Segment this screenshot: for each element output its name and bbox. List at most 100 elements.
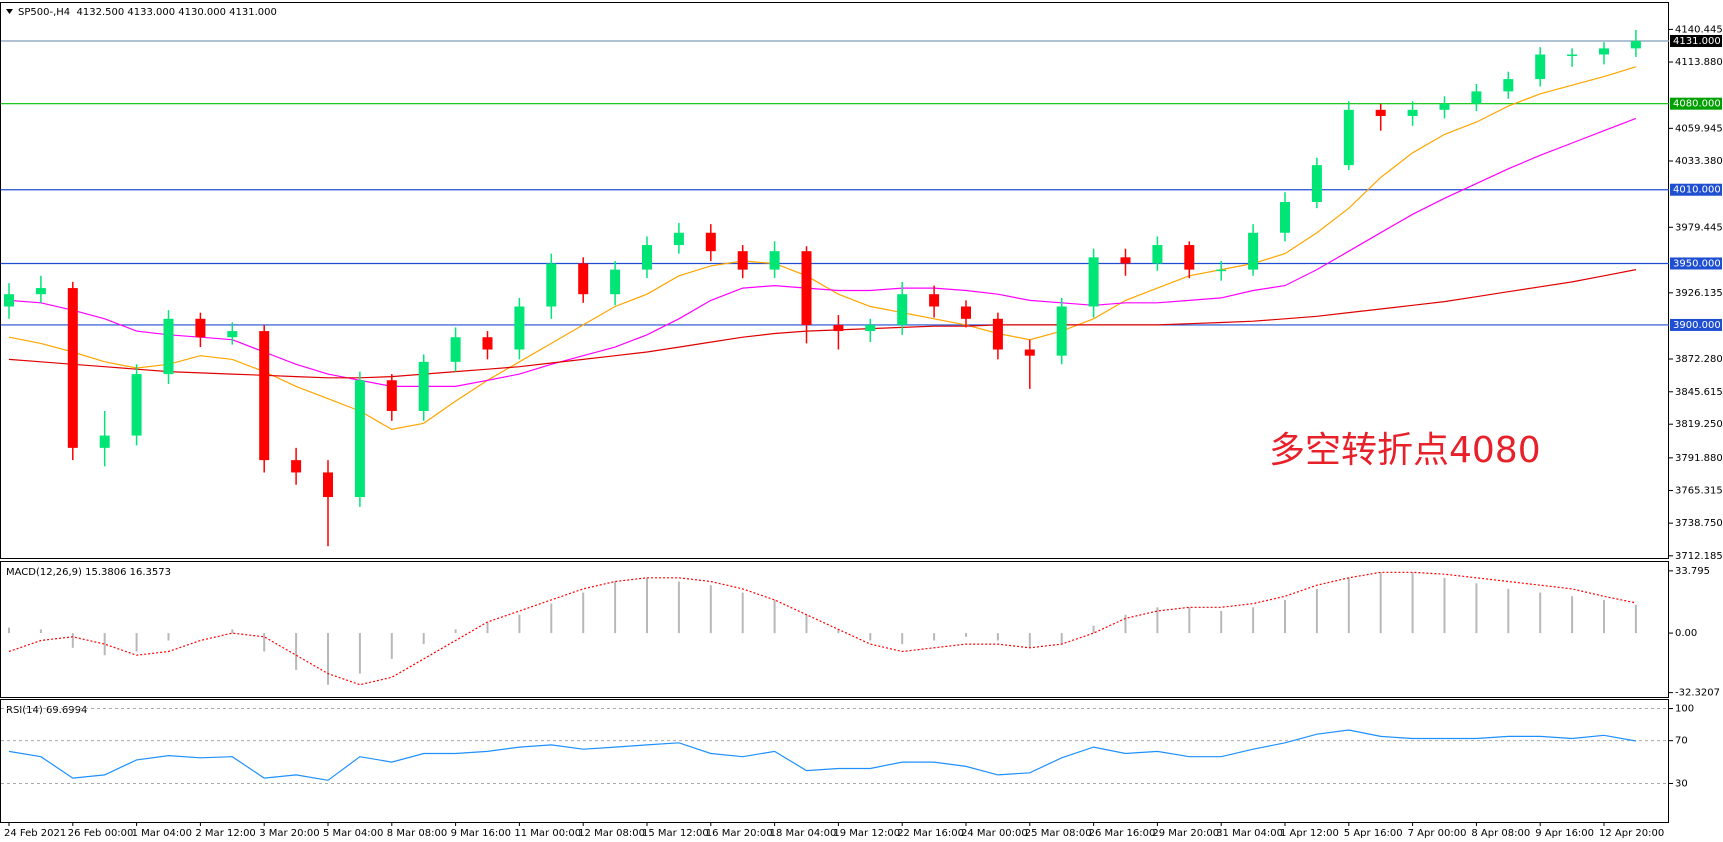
macd-bar <box>295 633 298 670</box>
macd-bar <box>358 633 361 674</box>
macd-bar <box>1539 592 1542 634</box>
level-label-box <box>1670 318 1722 331</box>
macd-bar <box>965 633 967 637</box>
candle-body <box>1152 245 1163 264</box>
macd-bar <box>39 629 42 634</box>
y-tick-label: -32.3207 <box>1675 688 1720 699</box>
candle-body <box>67 288 78 448</box>
macd-bar <box>1475 583 1478 634</box>
y-tick-label: 3819.250 <box>1675 419 1723 430</box>
macd-bar <box>996 633 999 641</box>
candle-body <box>546 263 557 307</box>
y-tick-label: 3872.280 <box>1675 354 1723 365</box>
macd-bar <box>1092 625 1095 634</box>
candle-body <box>961 306 971 319</box>
candle-body <box>227 331 238 338</box>
macd-bar <box>1220 610 1223 634</box>
macd-bar <box>1443 577 1446 634</box>
candle-body <box>1248 232 1259 270</box>
x-tick-label: 8 Apr 08:00 <box>1471 828 1530 839</box>
candle-body <box>897 294 908 325</box>
x-tick-label: 2 Mar 12:00 <box>195 828 255 839</box>
macd-bar <box>1507 588 1510 634</box>
macd-bar <box>135 633 138 652</box>
macd-bar <box>454 629 457 634</box>
macd-bar <box>263 633 266 652</box>
rsi-panel <box>0 699 1669 823</box>
x-tick-label: 24 Feb 2021 <box>4 828 66 839</box>
x-tick-label: 31 Mar 04:00 <box>1216 828 1283 839</box>
x-tick-label: 26 Feb 00:00 <box>68 828 134 839</box>
candle-body <box>1535 54 1546 80</box>
moving-average <box>8 66 1637 431</box>
candle-body <box>323 472 333 498</box>
candle-body <box>163 318 174 375</box>
candle-body <box>1343 109 1354 166</box>
macd-bar <box>1379 572 1382 634</box>
macd-bar <box>677 581 680 634</box>
level-label-box <box>1670 97 1722 110</box>
candle-body <box>4 294 14 307</box>
macd-bar <box>741 592 744 634</box>
candle-body <box>801 251 812 325</box>
macd-bar <box>901 633 904 645</box>
dropdown-icon[interactable] <box>6 9 13 14</box>
candle-body <box>291 460 302 473</box>
x-tick-label: 3 Mar 20:00 <box>259 828 319 839</box>
x-tick-label: 9 Mar 16:00 <box>451 828 511 839</box>
candle-body <box>1375 109 1386 116</box>
candle-body <box>737 251 748 270</box>
macd-bar <box>1347 577 1350 634</box>
y-tick-label: 3979.445 <box>1675 222 1723 233</box>
candle-body <box>769 251 780 270</box>
x-tick-label: 9 Apr 16:00 <box>1535 828 1594 839</box>
level-label: 4080.000 <box>1673 99 1721 110</box>
x-tick-label: 18 Mar 04:00 <box>770 828 837 839</box>
macd-bar <box>422 633 425 645</box>
candle-body <box>1599 48 1609 55</box>
y-tick-label: 33.795 <box>1675 566 1710 577</box>
candle-body <box>482 337 493 350</box>
x-tick-label: 16 Mar 20:00 <box>706 828 773 839</box>
candle-body <box>1471 91 1482 104</box>
y-tick-label: 4140.445 <box>1675 24 1723 35</box>
macd-bar <box>1124 614 1127 634</box>
macd-bar <box>390 633 393 659</box>
x-tick-label: 1 Mar 04:00 <box>132 828 192 839</box>
macd-bar <box>1571 596 1574 634</box>
x-tick-label: 12 Mar 08:00 <box>578 828 645 839</box>
y-tick-label: 3712.185 <box>1675 551 1723 562</box>
macd-signal <box>8 571 1637 686</box>
macd-bar <box>1156 607 1159 634</box>
candle-body <box>833 324 844 332</box>
macd-bar <box>71 633 74 648</box>
candle-body <box>386 380 397 411</box>
x-tick-label: 12 Apr 20:00 <box>1599 828 1664 839</box>
y-tick-label: 4059.945 <box>1675 123 1723 134</box>
x-tick-label: 24 Mar 00:00 <box>961 828 1028 839</box>
macd-bar <box>550 603 553 634</box>
chart-title: SP500-,H4 4132.500 4133.000 4130.000 413… <box>18 7 277 18</box>
candle-body <box>673 232 684 246</box>
candle-body <box>195 318 206 338</box>
level-label-box <box>1670 257 1722 270</box>
level-label-box <box>1670 34 1722 47</box>
macd-bar <box>1060 633 1063 645</box>
macd-bar <box>933 633 936 641</box>
y-tick-label: 30 <box>1675 778 1688 789</box>
x-tick-label: 5 Apr 16:00 <box>1344 828 1403 839</box>
macd-bar <box>709 585 712 634</box>
macd-bar <box>231 629 234 634</box>
candle-body <box>610 269 621 295</box>
macd-bar <box>1315 588 1318 634</box>
macd-bar <box>1028 633 1031 648</box>
candle-body <box>1503 79 1514 92</box>
candle-body <box>865 324 876 332</box>
candle-body <box>1280 202 1290 233</box>
macd-bar <box>1188 607 1191 634</box>
y-tick-label: 3845.615 <box>1675 387 1723 398</box>
candle-body <box>1311 165 1322 203</box>
y-tick-label: 100 <box>1675 704 1694 715</box>
level-label-box <box>1670 183 1722 196</box>
candle-body <box>642 245 652 270</box>
